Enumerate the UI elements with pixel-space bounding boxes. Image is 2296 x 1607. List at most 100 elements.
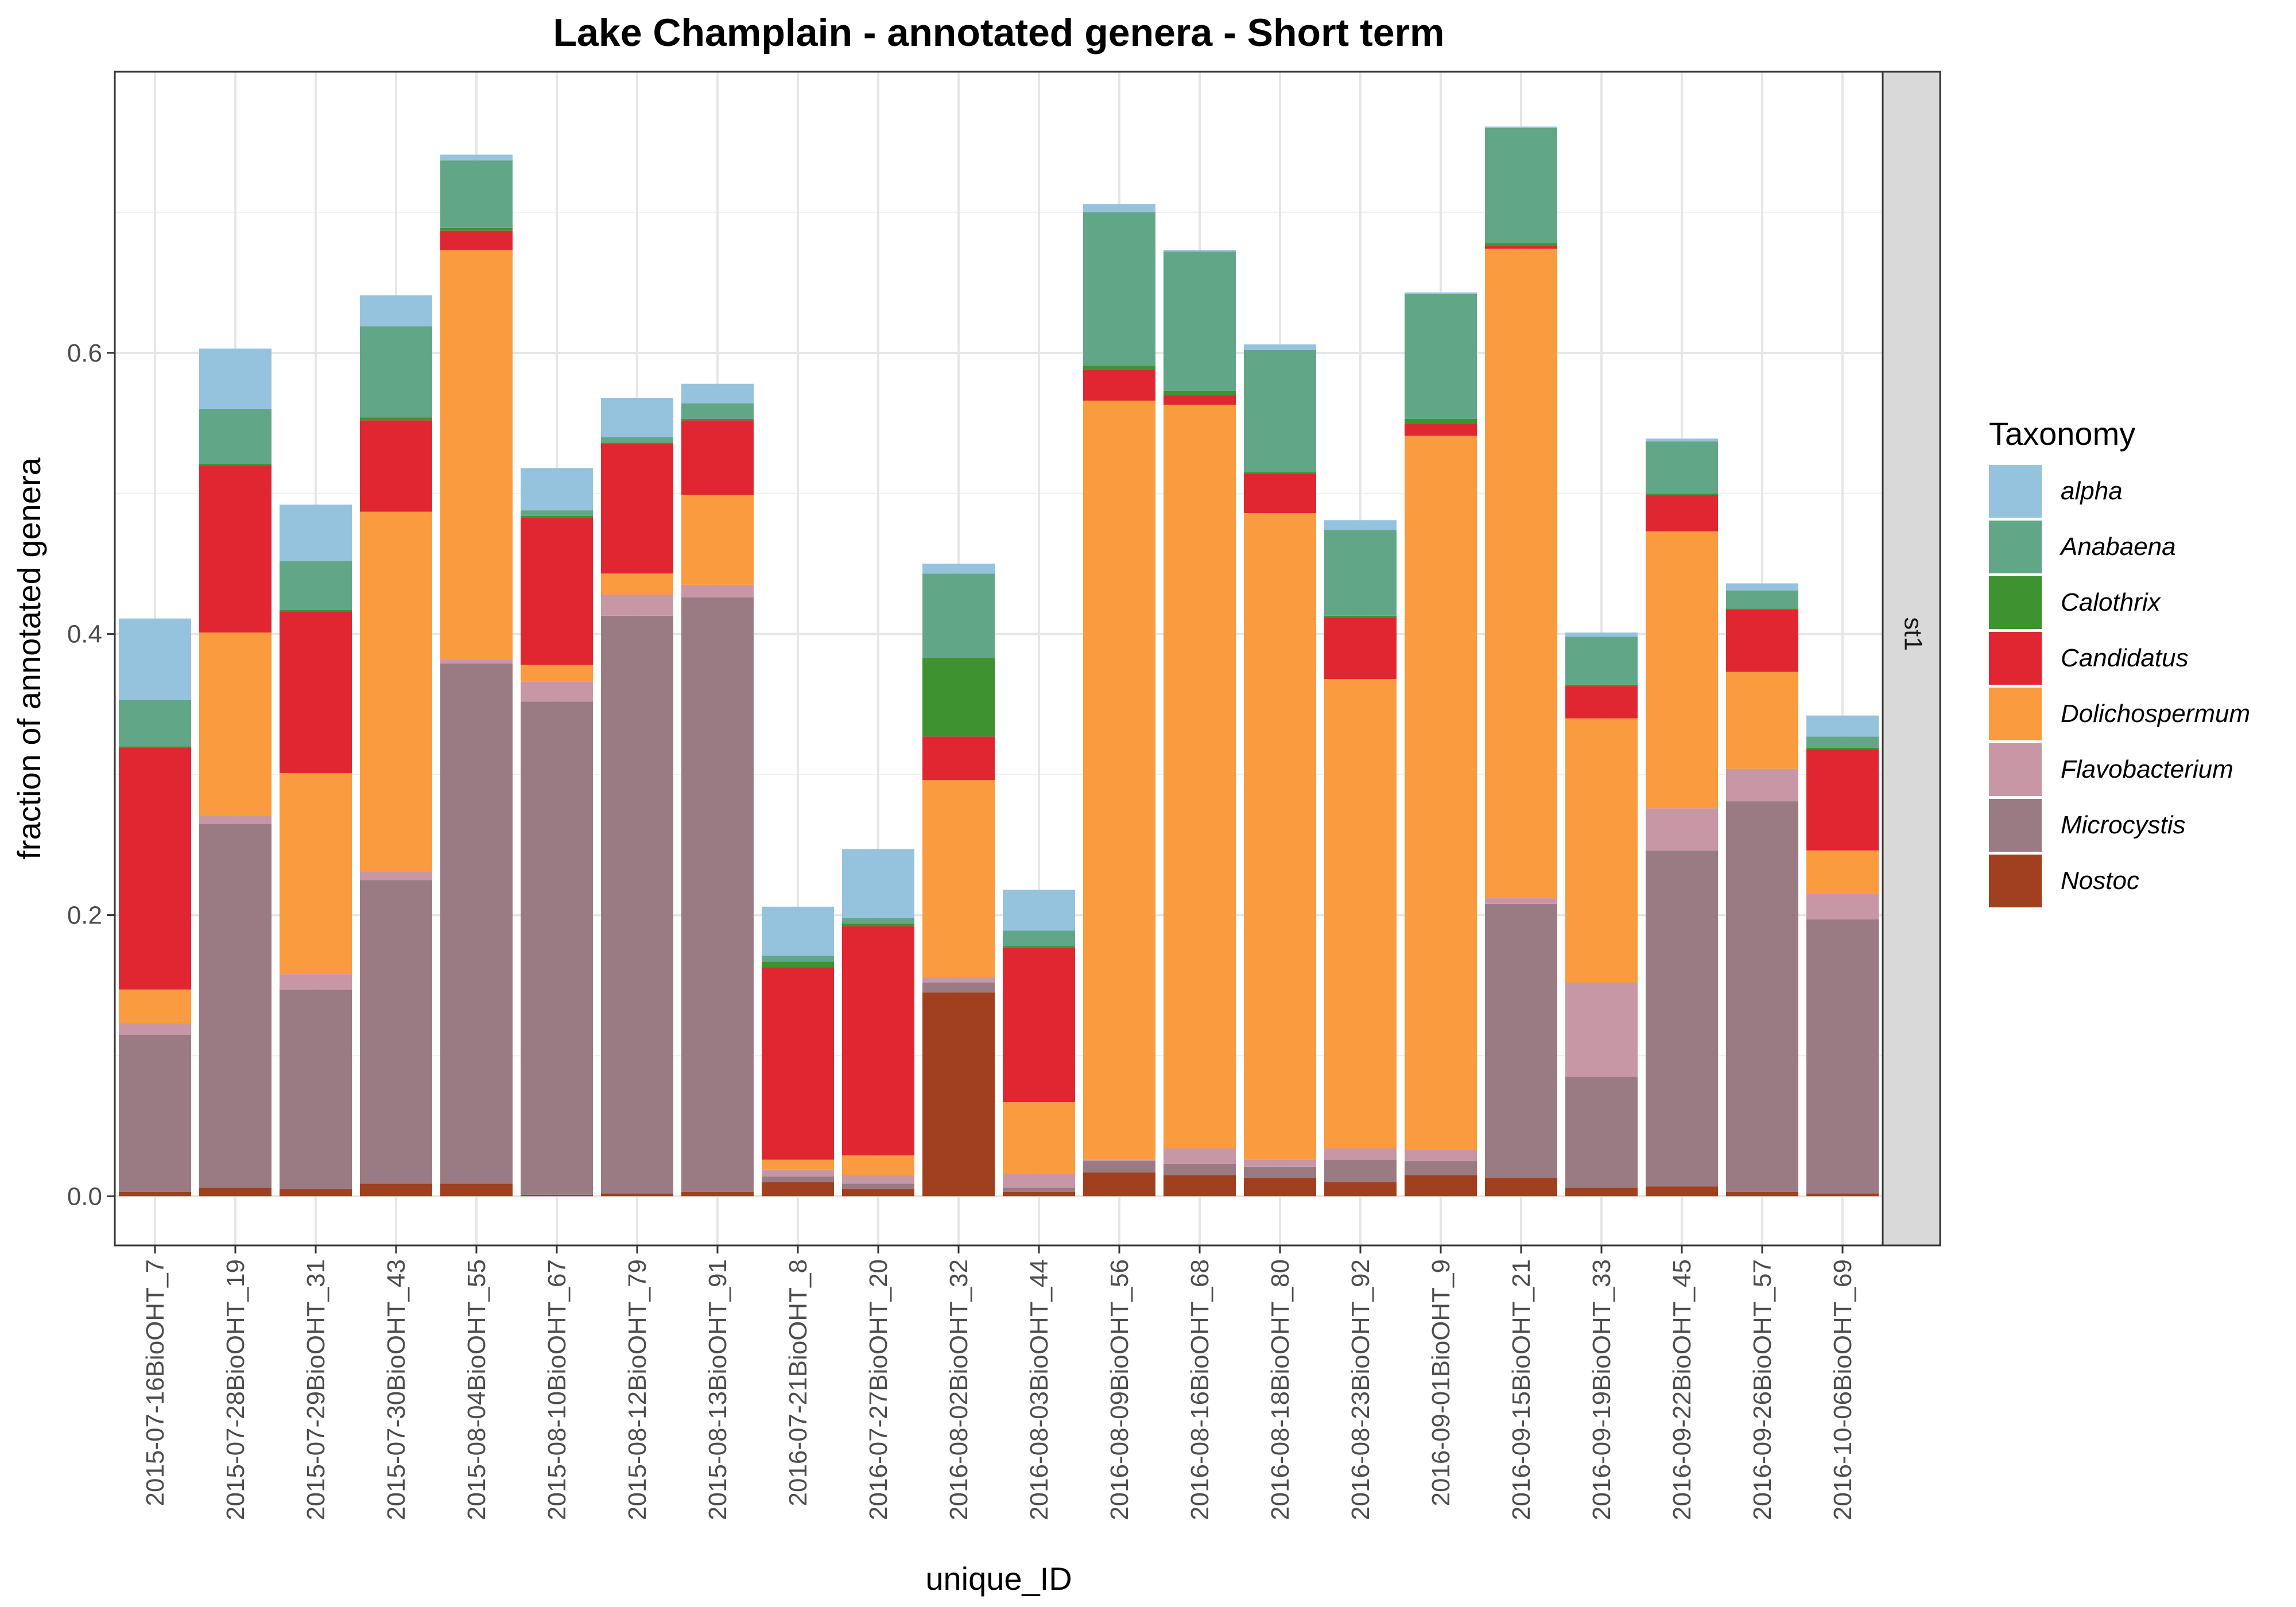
legend-item-alpha: alpha [1989, 465, 2123, 518]
bar-segment [1726, 590, 1798, 609]
bar-segment [1726, 610, 1798, 672]
x-tick-label: 2015-08-12BioOHT_79 [623, 1259, 651, 1520]
bar-segment [762, 1159, 834, 1170]
chart-title: Lake Champlain - annotated genera - Shor… [553, 11, 1445, 55]
bar-segment [681, 495, 754, 585]
bar-segment [1646, 808, 1718, 851]
bar-segment [119, 1034, 191, 1192]
bar-segment [1405, 1161, 1477, 1175]
bar-segment [681, 418, 754, 421]
legend-label: Candidatus [2061, 644, 2189, 672]
bar-segment [199, 632, 272, 816]
bar-segment [1405, 1150, 1477, 1162]
bar-segment [280, 773, 352, 975]
bar-segment [922, 780, 995, 977]
bar-segment [280, 561, 352, 611]
bar-segment [1083, 1161, 1155, 1173]
bar-segment [842, 1155, 914, 1175]
bar-segment [1405, 1175, 1477, 1197]
bar-segment [1003, 1187, 1075, 1192]
x-tick-label: 2016-07-21BioOHT_8 [784, 1259, 812, 1506]
bar-segment [1726, 768, 1798, 802]
bar-segment [601, 595, 673, 616]
legend-label: Dolichospermum [2061, 700, 2250, 728]
bar-segment [1083, 401, 1155, 1160]
bar-segment [280, 504, 352, 561]
bar-segment [1244, 513, 1316, 1160]
legend-item-microcystis: Microcystis [1989, 799, 2186, 852]
bar-segment [199, 815, 272, 824]
bar-segment [922, 573, 995, 658]
bar-segment [1485, 246, 1557, 249]
bar-segment [280, 610, 352, 612]
bar-segment [119, 989, 191, 1024]
x-tick-label: 2016-09-22BioOHT_45 [1668, 1259, 1696, 1520]
bar-segment [1163, 1175, 1236, 1197]
bar-segment [440, 230, 513, 251]
bar-segment [1646, 1186, 1718, 1197]
bar-segment [1806, 736, 1879, 748]
bar-segment [119, 1191, 191, 1197]
bar-segment [521, 1194, 593, 1197]
bar-segment [1163, 390, 1236, 395]
bar-segment [842, 1175, 914, 1184]
bar-segment [1726, 583, 1798, 591]
bar-segment [1565, 684, 1638, 686]
bar-segment [681, 420, 754, 495]
x-tick-label: 2016-09-19BioOHT_33 [1588, 1259, 1616, 1520]
bar-segment [1244, 1159, 1316, 1167]
bar-segment [1485, 127, 1557, 243]
bar-segment [1646, 493, 1718, 495]
x-tick-label: 2016-07-27BioOHT_20 [864, 1259, 893, 1520]
x-tick-label: 2016-09-01BioOHT_9 [1427, 1259, 1455, 1506]
legend-item-candidatus: Candidatus [1989, 632, 2189, 685]
x-tick-label: 2015-08-04BioOHT_55 [463, 1259, 491, 1520]
bar-segment [1485, 249, 1557, 899]
x-tick-label: 2016-10-06BioOHT_69 [1829, 1259, 1857, 1520]
bar-segment [521, 468, 593, 511]
bar-segment [1565, 686, 1638, 719]
x-tick-label: 2016-09-15BioOHT_21 [1507, 1259, 1535, 1520]
bar-segment [1726, 608, 1798, 611]
bar-segment [521, 665, 593, 682]
bar-segment [1083, 370, 1155, 401]
legend-swatch [1989, 855, 2042, 907]
bar-segment [1806, 748, 1879, 750]
bar-segment [1163, 250, 1236, 252]
bar-segment [1083, 204, 1155, 212]
legend-swatch [1989, 799, 2042, 852]
bar-segment [1646, 531, 1718, 809]
bar-segment [521, 510, 593, 516]
bar-segment [1565, 1077, 1638, 1188]
bar-segment [681, 1191, 754, 1197]
legend: Taxonomy alpha Anabaena Calothrix Candidatu… [1989, 416, 2250, 907]
bar-segment [681, 383, 754, 403]
bar-segment [1244, 472, 1316, 474]
bar-segment [922, 736, 995, 781]
bar-segment [280, 611, 352, 774]
bar-segment [521, 515, 593, 518]
bar-segment [842, 923, 914, 927]
bar-segment [1324, 617, 1397, 680]
bar-segment [922, 977, 995, 983]
bar-segment [762, 1176, 834, 1182]
bar-segment [762, 961, 834, 968]
bar-segment [1565, 983, 1638, 1077]
bar-segment [360, 417, 432, 421]
bar-segment [1646, 441, 1718, 494]
facet-label: st1 [1899, 617, 1927, 651]
x-tick-label: 2015-07-30BioOHT_43 [382, 1259, 410, 1520]
bar-segment [1485, 126, 1557, 128]
bar-segment [1003, 890, 1075, 931]
x-tick-label: 2016-08-09BioOHT_56 [1106, 1259, 1134, 1520]
x-tick-label: 2015-07-29BioOHT_31 [302, 1259, 330, 1520]
legend-swatch [1989, 688, 2042, 740]
bar-segment [1083, 212, 1155, 366]
bar-segment [762, 906, 834, 956]
bar-segment [1003, 947, 1075, 1103]
bar-segment [119, 618, 191, 700]
bar-segment [1726, 801, 1798, 1192]
bar-segment [601, 444, 673, 574]
bar-segment [842, 1189, 914, 1197]
